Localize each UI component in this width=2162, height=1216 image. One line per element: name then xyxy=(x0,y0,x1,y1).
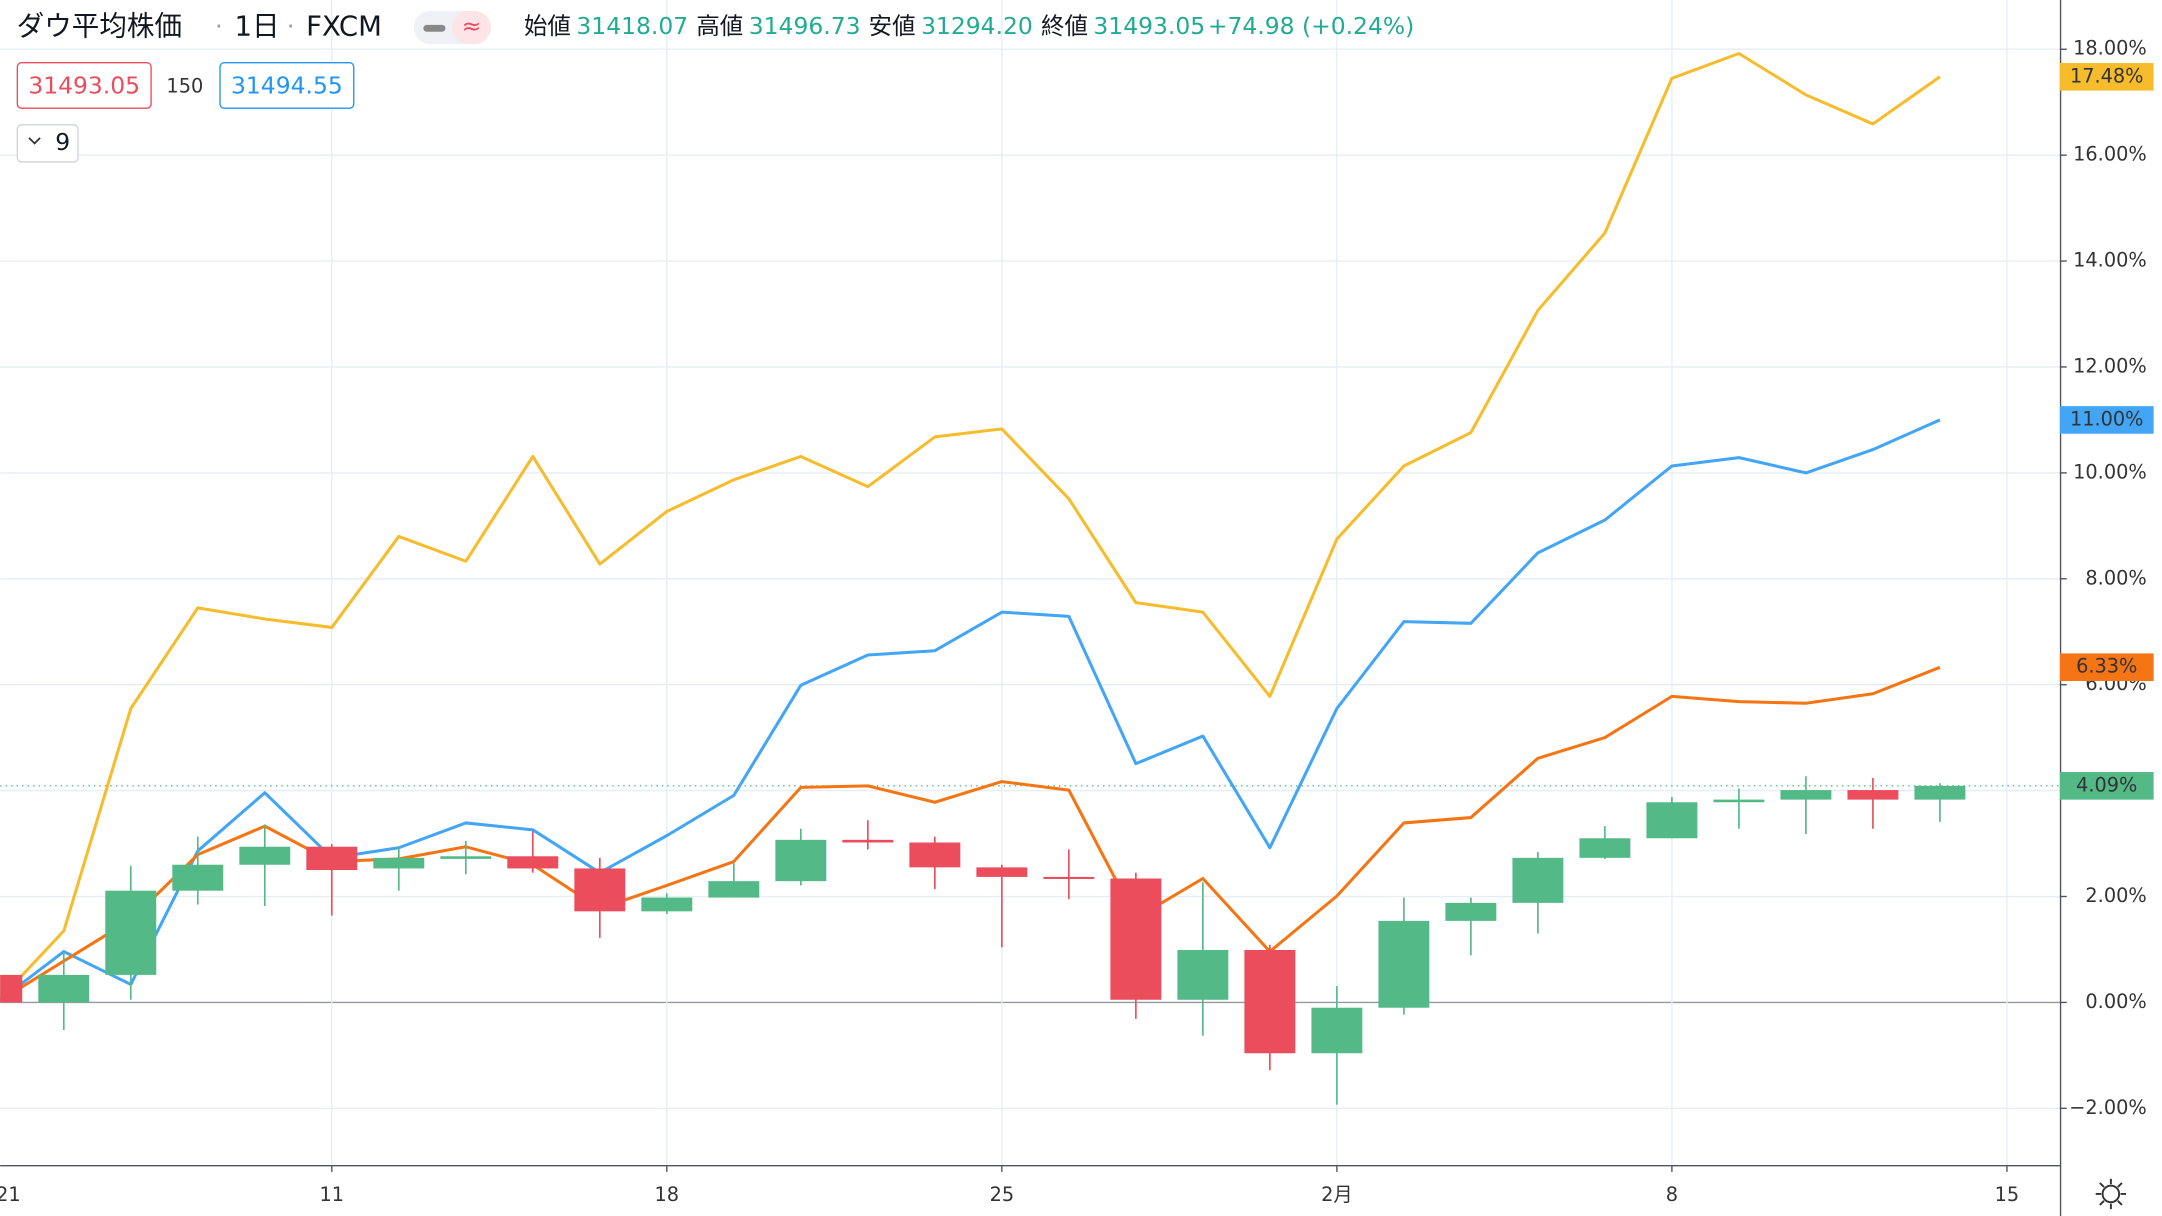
candle-body xyxy=(105,890,157,975)
last-value-label: 17.48% xyxy=(2070,64,2144,87)
candle-body xyxy=(641,897,693,912)
x-tick-label: 15 xyxy=(1995,1183,2020,1206)
header: ダウ平均株価 · 1日 · FXCM ≈ 始値 31418.07 高値 31496.7… xyxy=(16,10,1414,163)
y-tick-label: 14.00% xyxy=(2073,249,2147,272)
ask: 31494.55 xyxy=(231,71,343,99)
settings-button[interactable] xyxy=(2095,1178,2127,1210)
candle-body xyxy=(1043,876,1095,879)
last-value-label: 4.09% xyxy=(2076,773,2137,796)
ohlc-label: 終値 xyxy=(1041,12,1088,40)
toggle-icon: ≈ xyxy=(462,12,482,40)
separator: · xyxy=(215,12,222,40)
candle-body xyxy=(1445,902,1497,921)
candle-body xyxy=(1579,838,1631,858)
candle-body xyxy=(574,868,626,912)
candle-body xyxy=(373,857,425,869)
indicator-toggle[interactable] xyxy=(16,124,79,163)
candle-body xyxy=(1713,799,1765,803)
y-tick-label: 8.00% xyxy=(2085,566,2146,589)
last-value-tag xyxy=(2059,772,2154,800)
candle-body xyxy=(842,839,894,843)
separator: · xyxy=(287,12,294,40)
x-tick-label: 11 xyxy=(320,1183,345,1206)
toggle-icon xyxy=(423,24,446,32)
candle-body xyxy=(1512,857,1564,903)
ohlc-label: 安値 xyxy=(869,12,916,40)
plot-area xyxy=(0,51,2060,1105)
candle-body xyxy=(440,856,492,859)
last-value-tag xyxy=(2059,62,2154,91)
ohlc-value: 31294.20 xyxy=(921,12,1033,40)
change: +74.98 (+0.24%) xyxy=(1208,12,1414,40)
candle-body xyxy=(775,839,827,882)
candle-body xyxy=(239,846,291,865)
candle-body xyxy=(38,974,90,1003)
candle-body xyxy=(1780,790,1832,800)
chevron xyxy=(28,137,41,145)
ohlc-value: 31418.07 xyxy=(576,12,688,40)
candle-body xyxy=(1311,1007,1363,1054)
last-value-tag xyxy=(2059,653,2154,682)
candle-body xyxy=(1378,920,1430,1008)
candle-body xyxy=(909,842,961,868)
ohlc-label: 高値 xyxy=(696,12,743,40)
x-tick-label: 21 xyxy=(0,1183,21,1206)
candle-body xyxy=(507,856,559,869)
grid xyxy=(0,0,2060,1165)
indicator-count: 9 xyxy=(55,128,70,156)
x-tick-label: 18 xyxy=(655,1183,680,1206)
candle-body xyxy=(1244,949,1296,1054)
candle-body xyxy=(1177,949,1229,1000)
ohlc-value: 31493.05 xyxy=(1093,12,1205,40)
toggle-icon xyxy=(452,11,491,45)
candle-body xyxy=(306,846,358,871)
candle-body xyxy=(0,974,23,1003)
candle-body xyxy=(172,864,224,891)
ask-box[interactable] xyxy=(219,62,355,109)
interval: 1日 xyxy=(234,10,279,43)
y-tick-label: 10.00% xyxy=(2073,460,2147,483)
candle-body xyxy=(976,867,1028,877)
y-tick-label: 12.00% xyxy=(2073,354,2147,377)
x-tick-label: 8 xyxy=(1666,1183,1678,1206)
axes: −2.00%0.00%2.00%4.00%6.00%8.00%10.00%12.… xyxy=(0,37,2154,1206)
y-tick-label: 0.00% xyxy=(2085,990,2146,1013)
bid: 31493.05 xyxy=(28,71,140,99)
y-tick-label: 2.00% xyxy=(2085,884,2146,907)
ohlc-label: 始値 xyxy=(524,12,571,40)
bid-box[interactable] xyxy=(16,62,152,109)
y-tick-label: −2.00% xyxy=(2069,1096,2146,1119)
x-tick-label: 25 xyxy=(990,1183,1015,1206)
symbol: ダウ平均株価 xyxy=(17,10,182,43)
last-value-tag xyxy=(2059,406,2154,434)
candle-body xyxy=(1914,785,1966,800)
candle-body xyxy=(1110,878,1162,1000)
ohlc-value: 31496.73 xyxy=(749,12,861,40)
line-series xyxy=(0,51,1941,1002)
last-value-label: 6.33% xyxy=(2076,655,2137,678)
y-tick-label: 18.00% xyxy=(2073,37,2147,60)
y-tick-label: 16.00% xyxy=(2073,143,2147,166)
last-value-label: 11.00% xyxy=(2070,407,2144,430)
candle-body xyxy=(708,881,760,898)
x-tick-label: 2月 xyxy=(1321,1183,1353,1206)
spread: 150 xyxy=(166,74,203,97)
candle-body xyxy=(1646,802,1698,839)
source: FXCM xyxy=(306,10,382,43)
candle-body xyxy=(1847,790,1899,800)
